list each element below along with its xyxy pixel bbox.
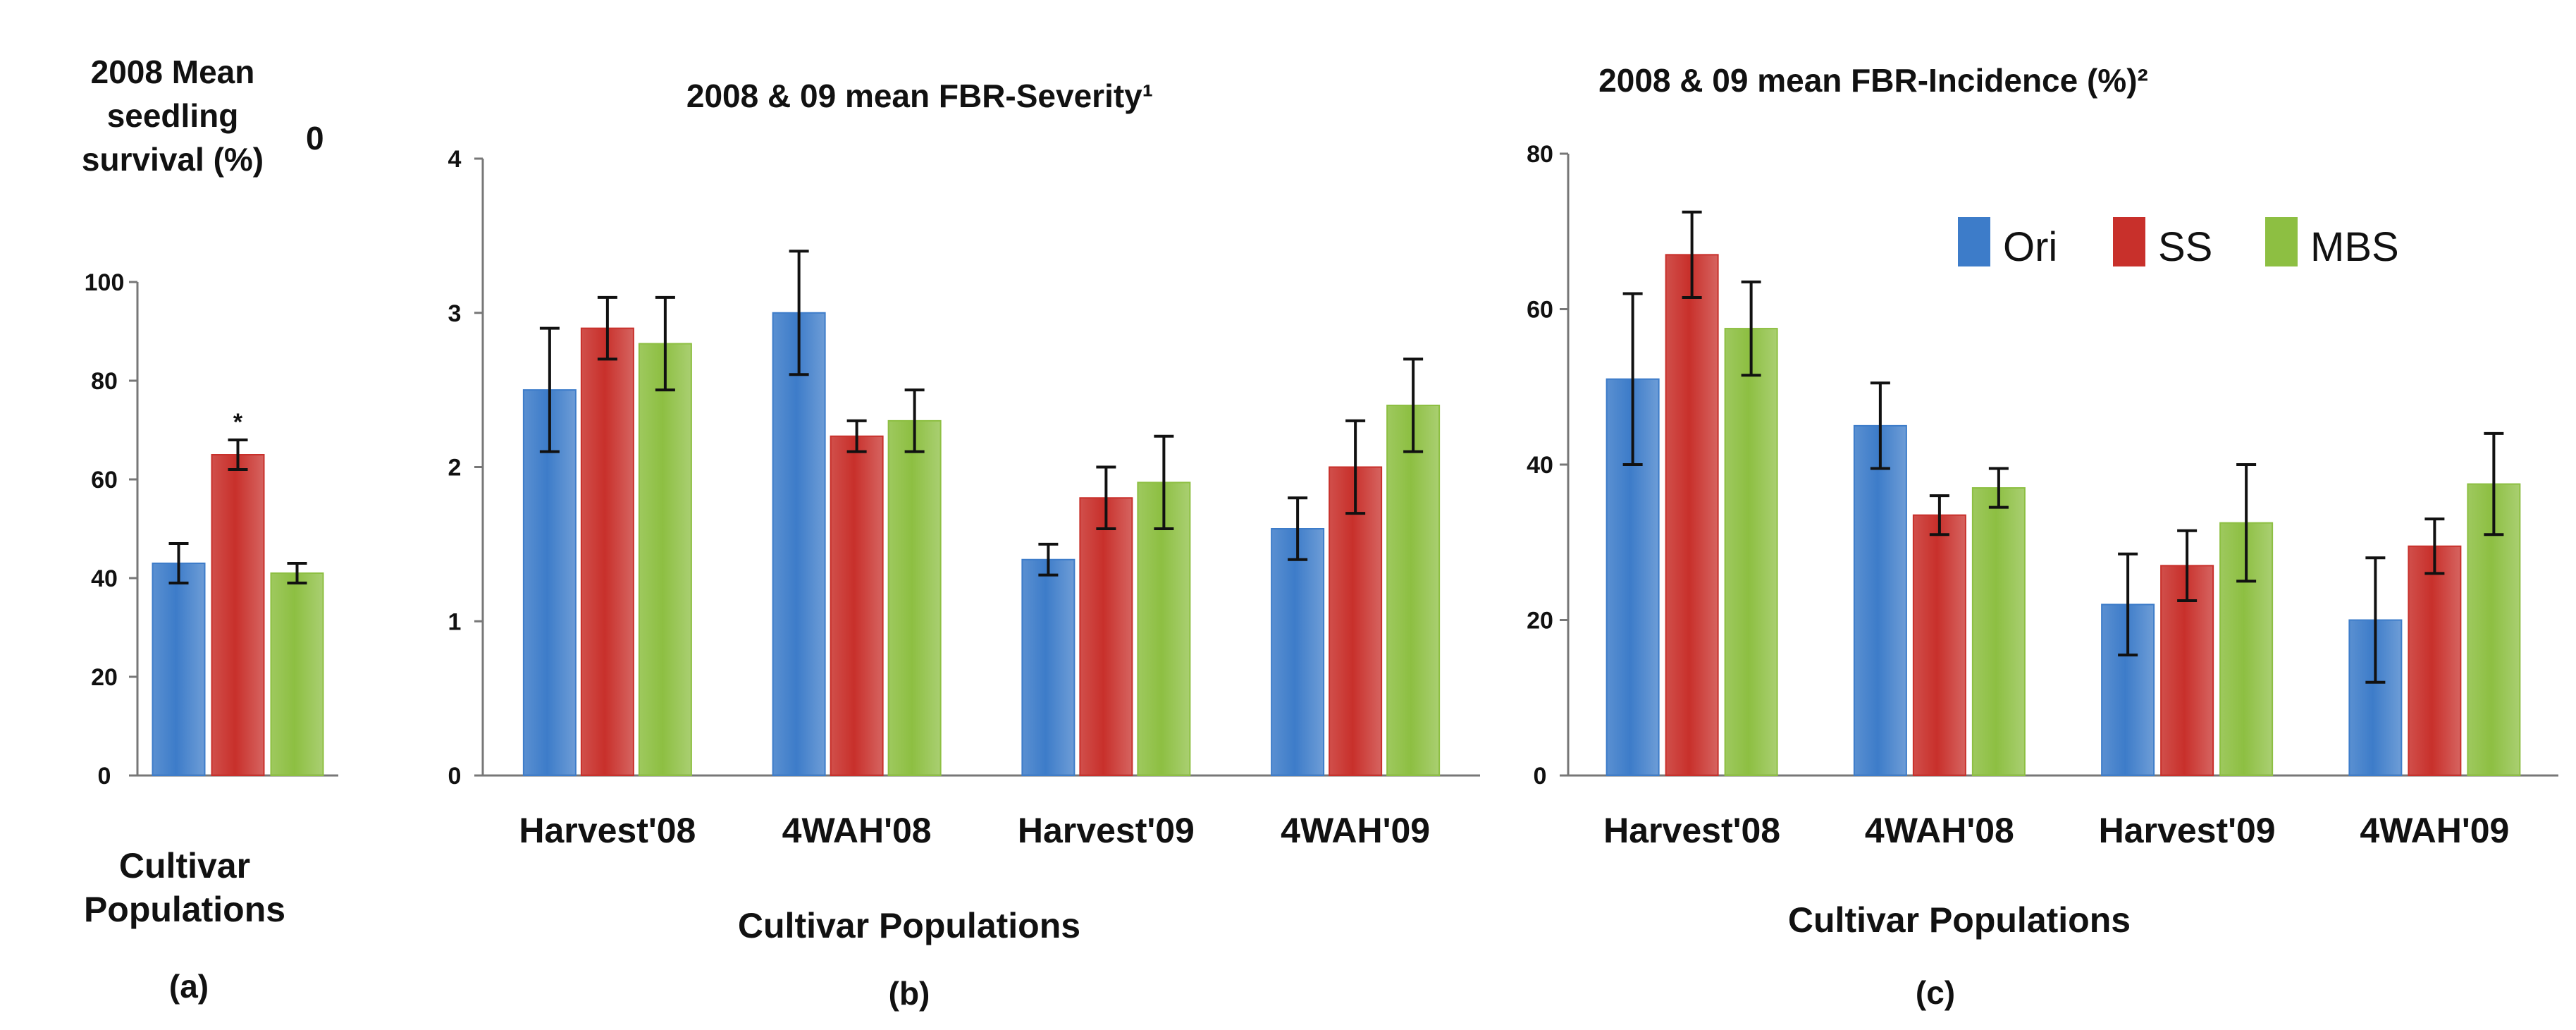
chart-b: 2008 & 09 mean FBR-Severity¹ 0 1 2 3 4 Harve… [448, 78, 1480, 1012]
bar-b-mbs-4wah-09 [1386, 405, 1441, 776]
chart-b-categories: Harvest'08 4WAH'08 Harvest'09 4WAH'09 [519, 811, 1430, 850]
chart-c-categories: Harvest'08 4WAH'08 Harvest'09 4WAH'09 [1603, 811, 2509, 850]
bar-b-ss-harvest-08 [580, 327, 634, 776]
legend-label-ss: SS [2158, 224, 2212, 270]
chart-a-panel-label: (a) [169, 968, 209, 1005]
chart-c-panel-label: (c) [1916, 974, 1955, 1011]
chart-b-error-bars [539, 250, 1424, 577]
chart-b-panel-label: (b) [889, 975, 930, 1012]
chart-c-y-tick-label-0: 0 [1534, 763, 1547, 790]
chart-a-bars [152, 454, 324, 776]
legend: Ori SS MBS [1958, 217, 2399, 270]
bar-b-ss-harvest-09 [1079, 497, 1133, 776]
chart-a-y-tick-label-100: 100 [85, 269, 125, 296]
chart-b-title: 2008 & 09 mean FBR-Severity¹ [686, 78, 1153, 114]
legend-swatch-ss [2113, 217, 2145, 266]
chart-a-category-line-2: Populations [84, 890, 285, 929]
legend-label-mbs: MBS [2310, 224, 2399, 270]
chart-a-y-tick-label-20: 20 [91, 664, 118, 691]
chart-a-y-tick-label-60: 60 [91, 467, 118, 493]
bar-b-mbs-4wah-08 [887, 419, 942, 776]
chart-b-category-harvest-09: Harvest'09 [1018, 811, 1195, 850]
bar-c-ss-harvest-08 [1665, 254, 1719, 776]
chart-b-y-tick-label-2: 2 [448, 455, 462, 482]
chart-c-category-4wah-08: 4WAH'08 [1865, 811, 2014, 850]
chart-c-y-ticks: 0 20 40 60 80 [1527, 141, 1568, 790]
chart-b-y-tick-label-4: 4 [448, 146, 462, 173]
bar-b-ori-4wah-08 [772, 312, 826, 776]
chart-a-significance-marker: * [233, 409, 243, 436]
chart-c: 2008 & 09 mean FBR-Incidence (%)² 0 20 40 6… [1527, 62, 2558, 1011]
chart-c-x-axis-label: Cultivar Populations [1788, 900, 2131, 940]
bar-a-ss-cultivar-populations [211, 454, 265, 776]
bar-c-mbs-harvest-08 [1724, 328, 1778, 776]
chart-b-x-axis-label: Cultivar Populations [738, 906, 1080, 945]
chart-c-error-bars [1622, 210, 2504, 684]
chart-c-bars [1606, 254, 2521, 777]
bar-c-ss-4wah-09 [2408, 545, 2462, 776]
legend-label-ori: Ori [2003, 224, 2057, 270]
chart-b-y-ticks: 0 1 2 3 4 [448, 146, 483, 790]
chart-b-category-4wah-09: 4WAH'09 [1281, 811, 1430, 850]
bar-b-ss-4wah-08 [830, 435, 884, 776]
chart-a-title-line-1: 2008 Mean [91, 54, 255, 90]
chart-a: 2008 Mean seedling survival (%) 0 * 0 20 4… [82, 54, 338, 1005]
bar-b-mbs-harvest-08 [638, 343, 692, 776]
bar-a-ori-cultivar-populations [152, 563, 206, 776]
chart-c-y-tick-label-40: 40 [1527, 452, 1553, 479]
chart-c-y-tick-label-60: 60 [1527, 297, 1553, 324]
chart-b-bars [522, 312, 1441, 776]
chart-b-y-tick-label-0: 0 [448, 763, 462, 790]
chart-a-y-tick-label-40: 40 [91, 565, 118, 592]
chart-c-category-harvest-08: Harvest'08 [1603, 811, 1780, 850]
chart-c-title: 2008 & 09 mean FBR-Incidence (%)² [1598, 62, 2148, 99]
chart-a-title-superscript: 0 [306, 120, 324, 157]
chart-b-y-tick-label-3: 3 [448, 300, 462, 327]
chart-a-y-tick-label-80: 80 [91, 368, 118, 395]
chart-c-category-harvest-09: Harvest'09 [2099, 811, 2276, 850]
chart-a-y-ticks: 0 20 40 60 80 100 [85, 269, 137, 790]
chart-b-category-harvest-08: Harvest'08 [519, 811, 696, 850]
chart-c-y-tick-label-80: 80 [1527, 141, 1553, 168]
bar-b-ss-4wah-09 [1329, 466, 1383, 776]
chart-a-y-tick-label-0: 0 [98, 763, 111, 790]
bar-c-ori-4wah-08 [1853, 424, 1907, 776]
chart-a-title-line-2: seedling [107, 97, 239, 134]
bar-b-ori-4wah-09 [1271, 528, 1325, 776]
bar-a-mbs-cultivar-populations [270, 572, 324, 776]
bar-c-mbs-4wah-08 [1971, 487, 2026, 776]
chart-b-category-4wah-08: 4WAH'08 [782, 811, 932, 850]
chart-b-y-tick-label-1: 1 [448, 608, 462, 635]
chart-a-title-line-3: survival (%) [82, 141, 264, 178]
chart-a-category-line-1: Cultivar [119, 846, 250, 885]
bar-c-ss-4wah-08 [1912, 514, 1966, 776]
chart-c-y-tick-label-20: 20 [1527, 608, 1553, 634]
legend-swatch-ori [1958, 217, 1990, 266]
bar-b-ori-harvest-09 [1021, 558, 1076, 776]
chart-a-error-bars: * [168, 409, 307, 584]
chart-c-category-4wah-09: 4WAH'09 [2360, 811, 2509, 850]
legend-swatch-mbs [2265, 217, 2298, 266]
